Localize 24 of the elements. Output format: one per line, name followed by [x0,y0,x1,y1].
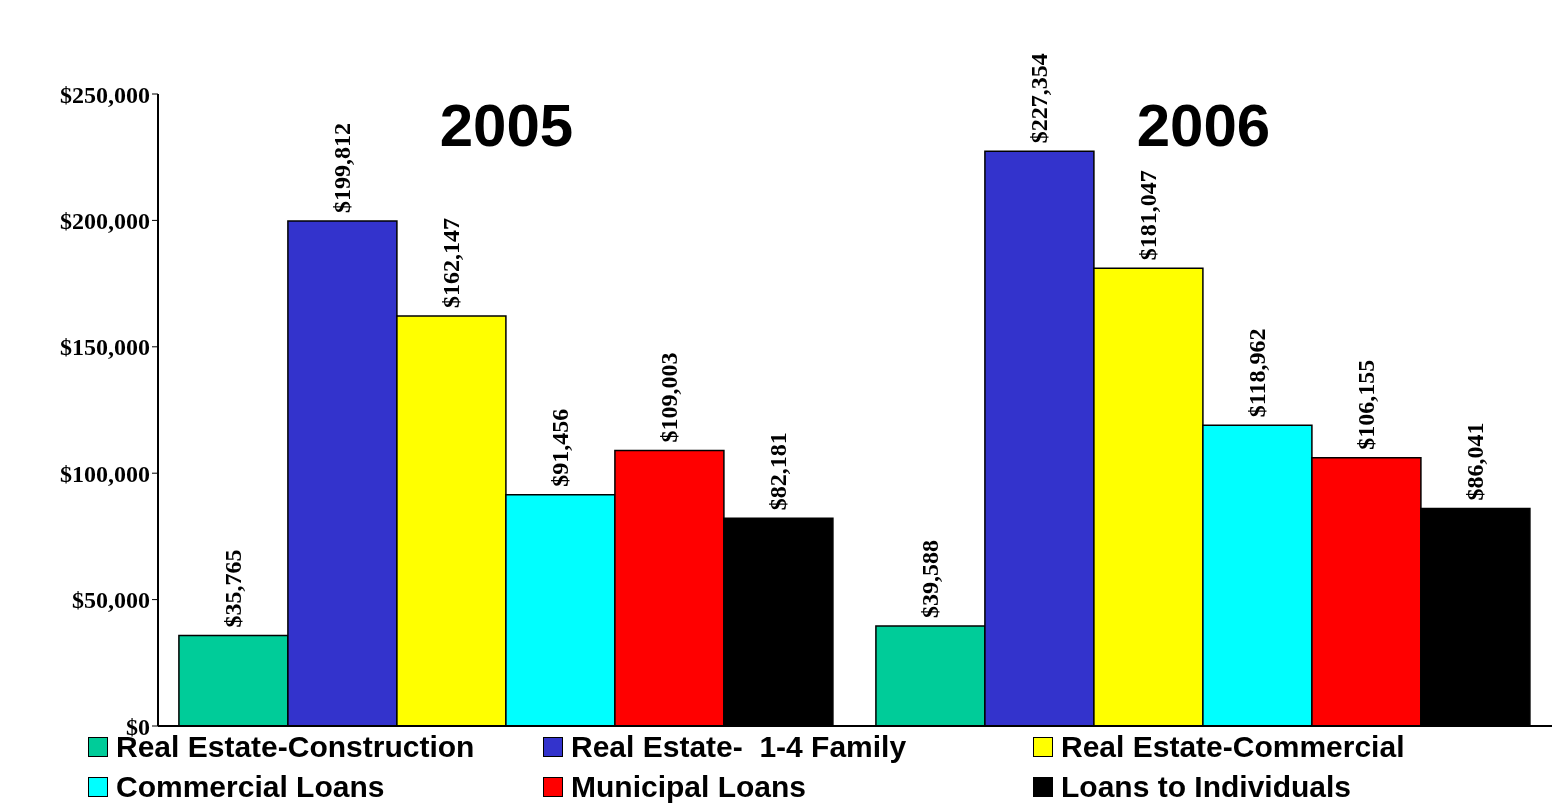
x-tick-label: 2006 [1136,92,1271,159]
text: $118,962 [1244,328,1271,418]
text: $106,155 [1353,359,1380,450]
y-tick-label: $100,000 [60,460,150,487]
y-tick-label: $150,000 [60,334,150,361]
text: $86,041 [1462,422,1489,501]
text: $109,003 [656,352,683,443]
legend-label: Loans to Individuals [1060,770,1353,804]
legend-label: Commercial Loans [115,770,386,804]
text: $35,765 [220,549,247,628]
text: $162,147 [438,218,465,309]
text: $39,588 [917,539,944,618]
legend-label: Real Estate- 1-4 Family [570,730,908,764]
text: $181,047 [1135,170,1162,261]
y-tick-label: $250,000 [60,81,150,108]
text: $91,456 [547,408,574,487]
text: $227,354 [1026,53,1053,144]
legend-label: Real Estate-Commercial [1060,730,1406,764]
text: $199,812 [329,122,356,213]
y-tick-label: $50,000 [72,587,150,614]
x-tick-label: 2005 [439,92,574,159]
legend-label: Municipal Loans [570,770,808,804]
text: $82,181 [765,432,792,511]
y-tick-label: $200,000 [60,207,150,234]
